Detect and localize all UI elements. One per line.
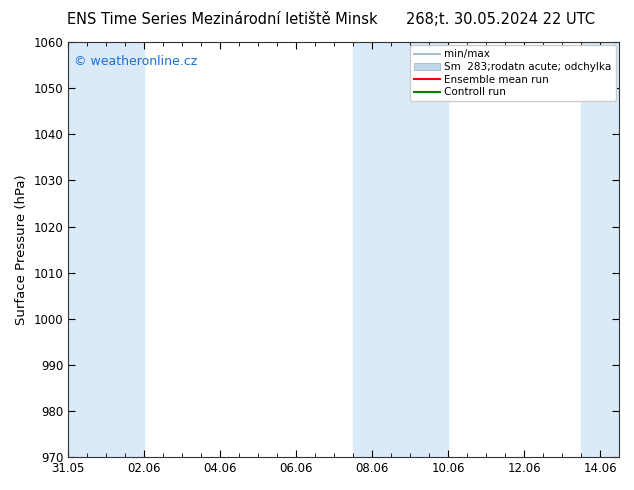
Bar bbox=[581, 42, 619, 457]
Bar bbox=[353, 42, 448, 457]
Legend: min/max, Sm  283;rodatn acute; odchylka, Ensemble mean run, Controll run: min/max, Sm 283;rodatn acute; odchylka, … bbox=[410, 45, 616, 101]
Text: ENS Time Series Mezinárodní letiště Minsk: ENS Time Series Mezinárodní letiště Mins… bbox=[67, 12, 377, 27]
Text: © weatheronline.cz: © weatheronline.cz bbox=[74, 54, 197, 68]
Bar bbox=[68, 42, 144, 457]
Y-axis label: Surface Pressure (hPa): Surface Pressure (hPa) bbox=[15, 174, 28, 325]
Text: 268;t. 30.05.2024 22 UTC: 268;t. 30.05.2024 22 UTC bbox=[406, 12, 595, 27]
